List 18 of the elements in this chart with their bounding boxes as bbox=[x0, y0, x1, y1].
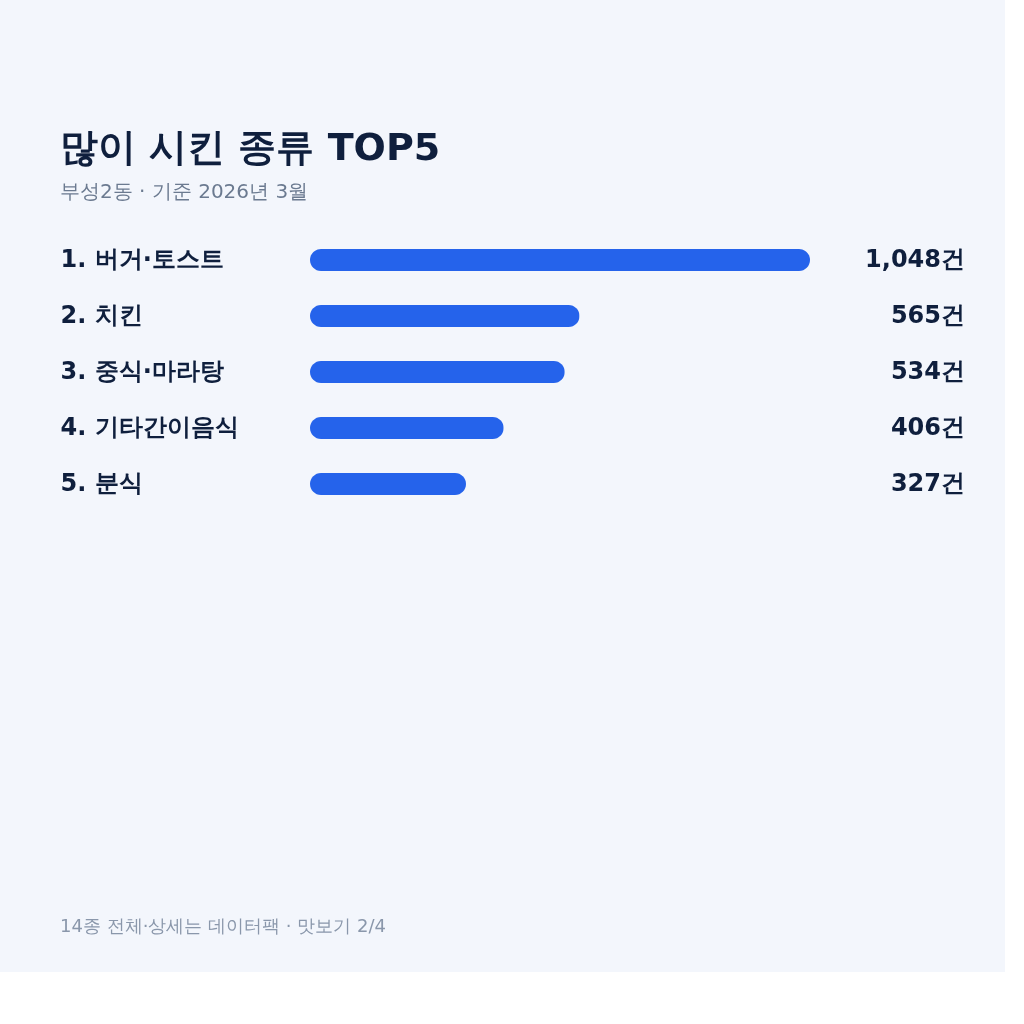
y-tick-label: 2. 치킨 bbox=[60, 301, 143, 329]
bar bbox=[310, 249, 810, 271]
data-label: 534건 bbox=[890, 357, 965, 385]
bar bbox=[310, 361, 565, 383]
y-tick-label: 5. 분식 bbox=[60, 469, 143, 497]
chart-title: 많이 시킨 종류 TOP5 bbox=[60, 125, 441, 169]
y-tick-label: 1. 버거·토스트 bbox=[60, 245, 224, 273]
bar bbox=[310, 417, 504, 439]
data-label: 406건 bbox=[890, 413, 965, 441]
y-tick-label: 4. 기타간이음식 bbox=[60, 413, 239, 441]
data-label: 565건 bbox=[890, 301, 965, 329]
bar bbox=[310, 305, 580, 327]
chart-subtitle: 부성2동 · 기준 2026년 3월 bbox=[60, 179, 309, 203]
data-label: 327건 bbox=[890, 469, 965, 497]
data-label: 1,048건 bbox=[865, 245, 965, 273]
text: 14종 전체·상세는 데이터팩 · 맛보기 2/4 bbox=[60, 915, 386, 936]
y-tick-label: 3. 중식·마라탕 bbox=[60, 357, 224, 385]
bar bbox=[310, 473, 467, 495]
